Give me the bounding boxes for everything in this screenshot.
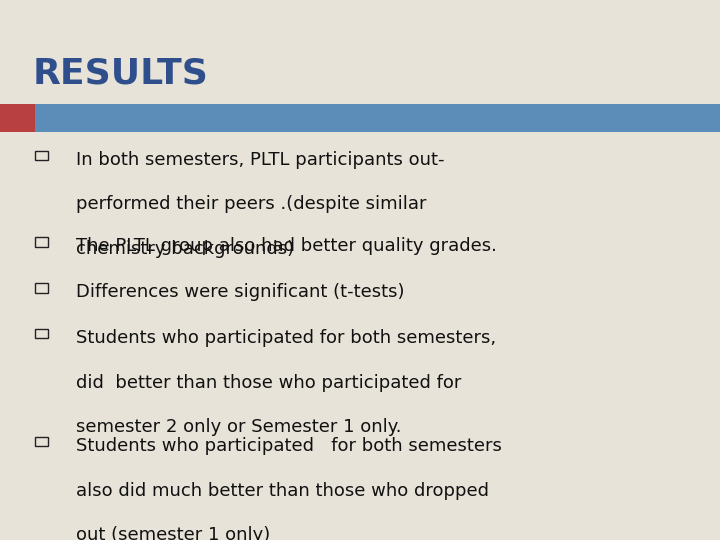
Text: chemistry backgrounds): chemistry backgrounds) [76, 240, 294, 258]
Text: Students who participated for both semesters,: Students who participated for both semes… [76, 329, 496, 347]
Text: semester 2 only or Semester 1 only.: semester 2 only or Semester 1 only. [76, 418, 401, 436]
Bar [35, 283, 48, 293]
Text: Differences were significant (t-tests): Differences were significant (t-tests) [76, 284, 404, 301]
Bar [35, 104, 720, 132]
Bar [0, 104, 35, 132]
Bar [35, 437, 48, 447]
Bar [35, 329, 48, 339]
Text: also did much better than those who dropped: also did much better than those who drop… [76, 482, 489, 500]
Text: In both semesters, PLTL participants out-: In both semesters, PLTL participants out… [76, 151, 444, 169]
Text: performed their peers .(despite similar: performed their peers .(despite similar [76, 195, 426, 213]
Bar [35, 237, 48, 247]
Text: out (semester 1 only): out (semester 1 only) [76, 526, 270, 540]
Text: The PLTL group also had better quality grades.: The PLTL group also had better quality g… [76, 238, 497, 255]
Text: Students who participated   for both semesters: Students who participated for both semes… [76, 437, 501, 455]
Text: did  better than those who participated for: did better than those who participated f… [76, 374, 461, 391]
Bar [35, 151, 48, 160]
Text: RESULTS: RESULTS [32, 57, 208, 91]
